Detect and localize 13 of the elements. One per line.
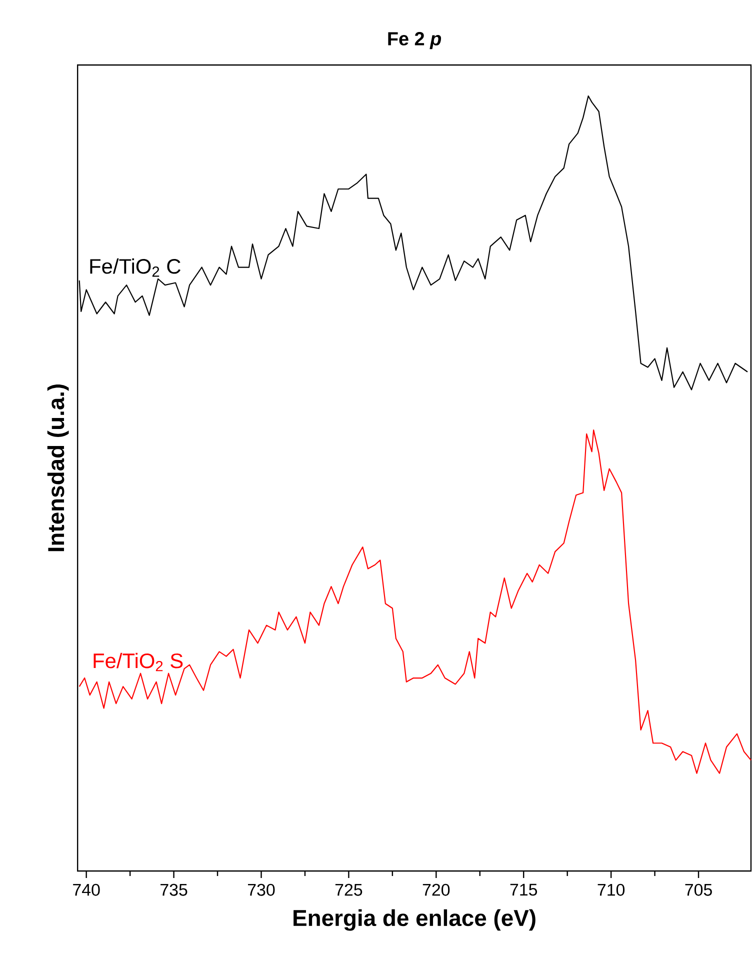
- x-tick-label: 730: [248, 884, 275, 896]
- x-axis-title: Energia de enlace (eV): [294, 909, 536, 931]
- x-tick-label: 740: [73, 884, 100, 896]
- x-tick-label: 725: [336, 884, 362, 896]
- x-tick-label: 720: [423, 884, 450, 896]
- x-tick-label: 715: [510, 884, 538, 896]
- y-axis-title: Intensdad (u.a.): [48, 384, 69, 552]
- chart-title: Fe 2 p: [388, 32, 442, 50]
- x-tick-label: 705: [685, 884, 712, 896]
- series-label: Fe/TiO$_{2}$ C: [90, 258, 181, 277]
- x-tick-label: 710: [598, 884, 625, 896]
- series-label: Fe/TiO$_{2}$ S: [94, 652, 183, 672]
- x-tick-label: 735: [160, 884, 188, 896]
